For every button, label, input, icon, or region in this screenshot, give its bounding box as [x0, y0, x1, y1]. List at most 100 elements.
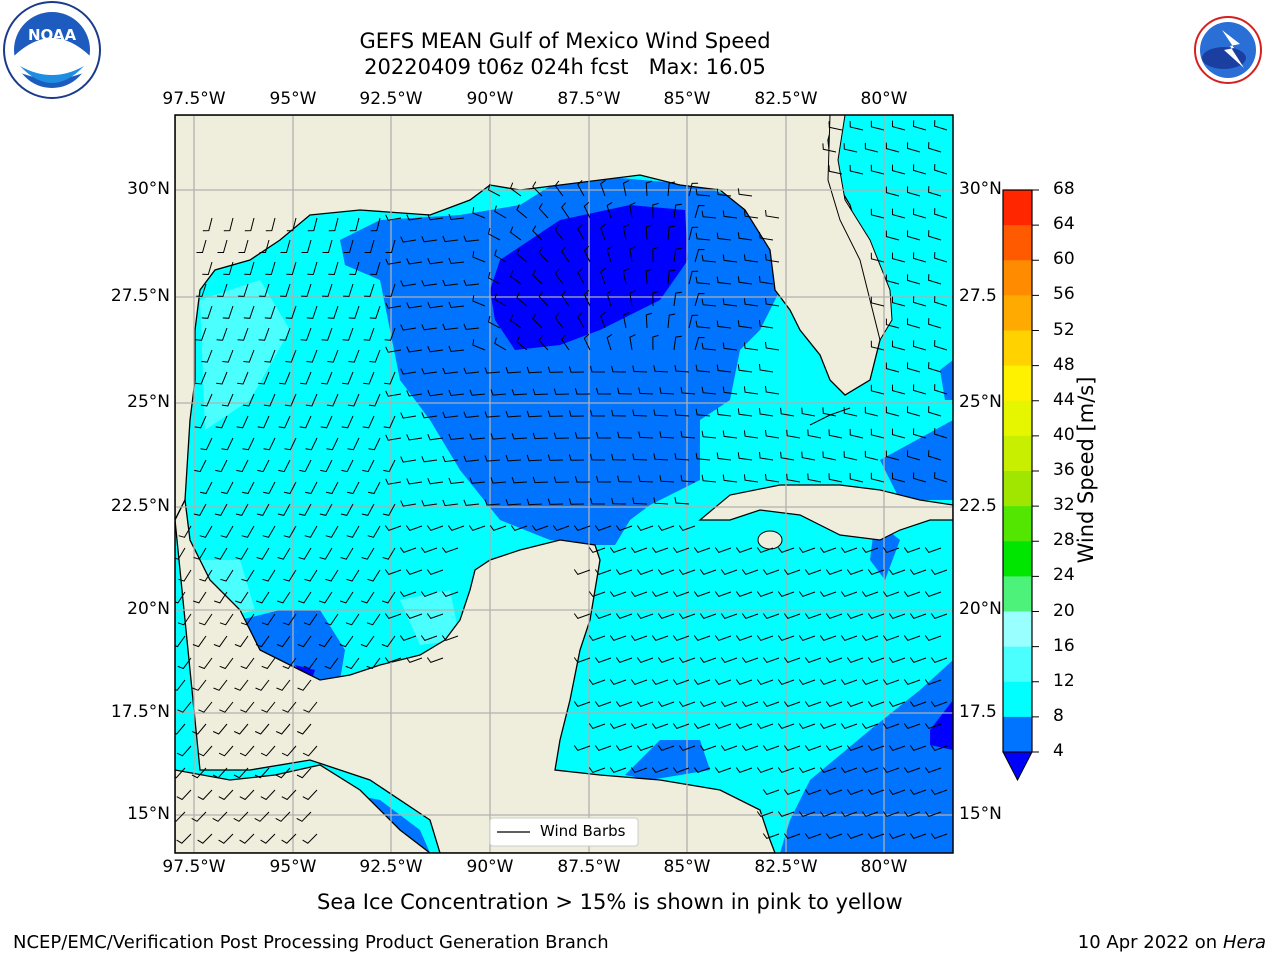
wind-barb — [611, 365, 627, 373]
wind-barb — [622, 224, 630, 241]
wind-barb — [405, 569, 423, 575]
wind-barb — [213, 679, 228, 691]
wind-barb — [651, 547, 669, 553]
wind-barb — [505, 455, 522, 462]
wind-barb — [327, 349, 339, 363]
wind-barb — [526, 454, 543, 462]
wind-barb — [573, 569, 591, 575]
wind-barb — [505, 411, 522, 418]
wind-barb — [843, 143, 858, 153]
wind-barb — [325, 569, 339, 582]
wind-barb — [609, 767, 627, 773]
wind-barb — [912, 472, 927, 483]
wind-barb — [260, 789, 276, 801]
wind-barb — [218, 833, 234, 844]
wind-barb — [220, 569, 234, 582]
wind-barb — [743, 474, 759, 483]
wind-barb — [659, 387, 675, 395]
wind-barb — [368, 393, 381, 407]
wind-barb — [346, 525, 360, 538]
wind-barb — [254, 811, 270, 822]
wind-barb — [722, 430, 738, 439]
wind-barb — [651, 723, 669, 729]
wind-barb — [892, 472, 906, 483]
wind-barb — [743, 342, 759, 351]
wind-barb — [596, 387, 612, 395]
wind-barb — [259, 239, 270, 253]
wind-barb — [798, 679, 816, 685]
wind-barb — [196, 283, 207, 297]
wind-barb — [427, 478, 444, 485]
wind-barb — [903, 635, 921, 641]
wind-barb — [484, 367, 501, 374]
wind-barb — [463, 499, 480, 506]
wind-barb — [737, 364, 753, 373]
wind-barb — [426, 525, 444, 531]
wind-barb — [892, 120, 906, 131]
colorbar-bin — [1003, 295, 1032, 331]
wind-barb — [737, 232, 753, 241]
wind-barb — [636, 657, 654, 663]
wind-barb — [912, 384, 927, 395]
wind-barb — [494, 205, 507, 219]
wind-barb — [254, 767, 270, 779]
wind-barb — [928, 318, 942, 329]
wind-barb — [279, 327, 291, 341]
wind-barb — [264, 305, 276, 319]
wind-band-4-8 — [780, 660, 953, 853]
wind-barb — [577, 312, 585, 329]
lon-label-top: 92.5°W — [359, 89, 423, 109]
wind-barb — [609, 635, 627, 641]
wind-barb — [325, 481, 339, 495]
wind-barb — [490, 433, 507, 440]
wind-barb — [538, 247, 549, 263]
wind-barb — [903, 547, 921, 553]
wind-barb — [197, 789, 213, 801]
wind-barb — [421, 412, 438, 419]
wind-barb — [741, 569, 759, 575]
wind-barb — [442, 411, 459, 419]
wind-barb — [756, 811, 774, 817]
wind-barb — [283, 569, 297, 582]
colorbar-tick-label: 16 — [1053, 635, 1075, 656]
wind-barb — [299, 459, 312, 473]
wind-barb — [892, 164, 906, 175]
wind-barb — [743, 430, 759, 439]
colorbar-bin — [1003, 646, 1032, 683]
wind-barb — [505, 499, 522, 506]
wind-barb — [275, 767, 291, 779]
wind-barb — [583, 290, 591, 307]
wind-barb — [427, 346, 444, 353]
wind-barb — [305, 437, 318, 451]
wind-barb — [244, 217, 255, 232]
wind-barb — [928, 362, 942, 373]
colorbar-tick-label: 36 — [1053, 460, 1075, 480]
wind-barb — [216, 371, 228, 385]
wind-barb — [870, 120, 885, 131]
wind-barb — [765, 341, 780, 351]
map-frame — [174, 114, 954, 854]
wind-barb — [716, 364, 732, 373]
wind-barb — [906, 318, 921, 329]
wind-barb — [321, 371, 333, 385]
lon-label-bottom: 90°W — [466, 857, 514, 877]
wind-barb — [448, 257, 465, 265]
wind-barb — [219, 613, 234, 626]
wind-barb — [892, 252, 906, 263]
wind-barb — [531, 525, 549, 531]
wind-barb — [384, 613, 402, 619]
wind-barb — [629, 246, 636, 263]
wind-barb — [223, 217, 234, 232]
wind-barb — [212, 767, 228, 779]
lon-label-top: 85°W — [663, 89, 711, 109]
wind-barb — [326, 393, 339, 407]
wind-barb — [615, 701, 633, 707]
wind-barb — [468, 525, 486, 531]
colorbar-bin — [1003, 225, 1032, 261]
wind-barb — [347, 437, 360, 451]
wind-barb — [783, 569, 801, 575]
wind-barb — [384, 657, 402, 663]
wind-barb — [667, 225, 676, 241]
wind-barb — [701, 342, 717, 351]
wind-barb — [219, 657, 234, 670]
